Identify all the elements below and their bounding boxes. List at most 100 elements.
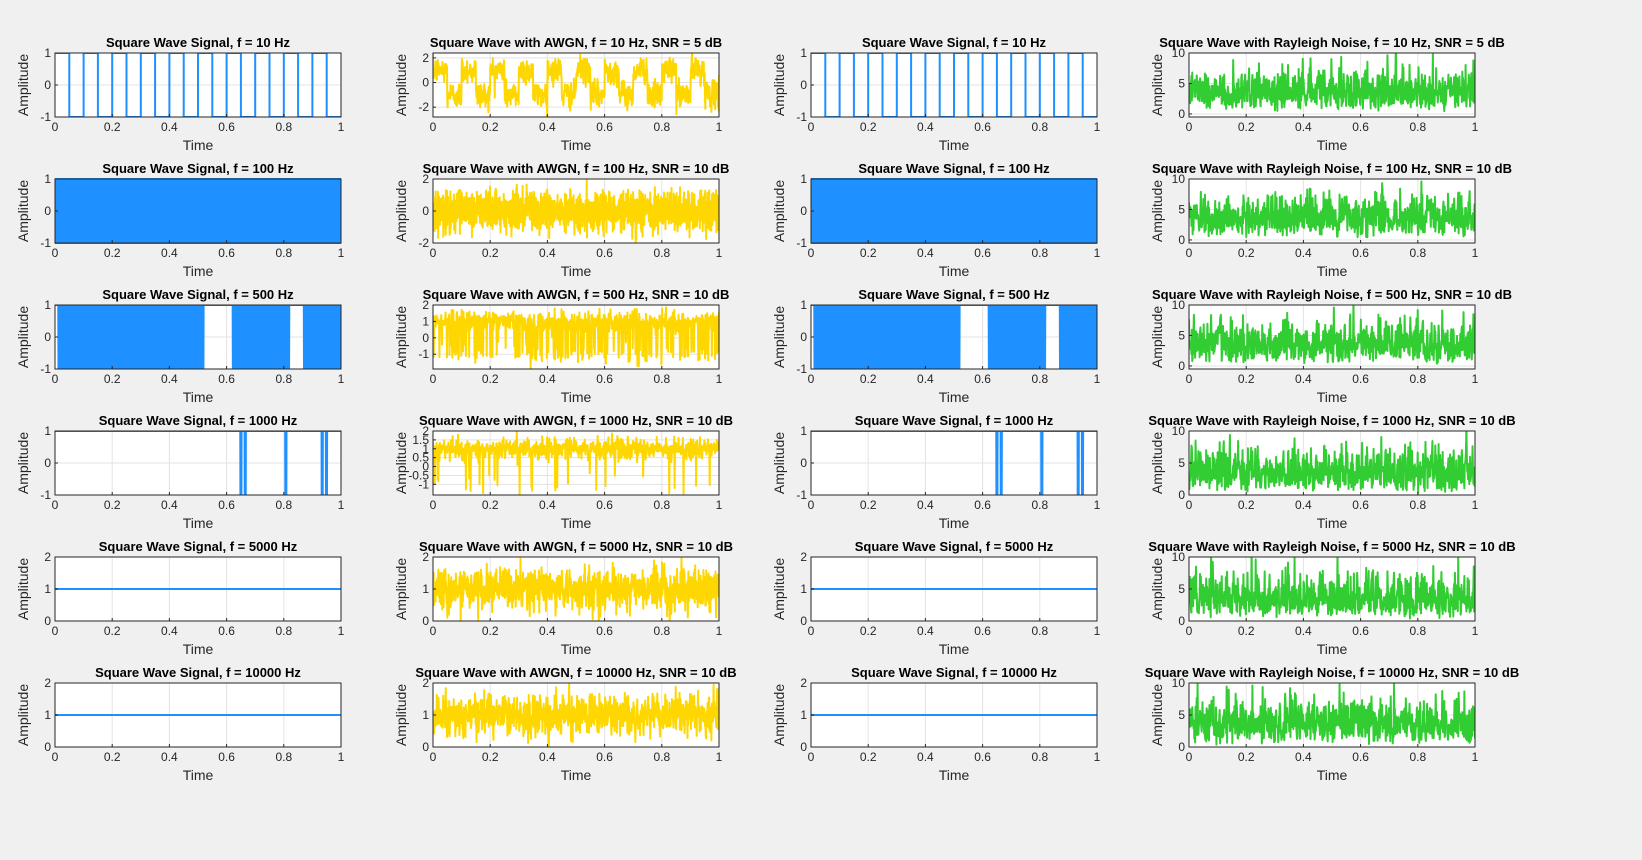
y-axis-label: Amplitude — [15, 558, 31, 620]
subplot-17: 0 0.2 0.4 0.6 0.8 1 0 1 2 Square Wave Signal, f =… — [15, 539, 345, 657]
x-tick-label: 1 — [1472, 246, 1479, 260]
y-tick-label: 2 — [422, 676, 429, 690]
x-tick-label: 1 — [1094, 120, 1101, 134]
x-tick-label: 0.4 — [1295, 120, 1312, 134]
x-tick-label: 1 — [1472, 624, 1479, 638]
x-tick-label: 0 — [808, 498, 815, 512]
x-tick-label: 0.2 — [860, 624, 877, 638]
x-tick-label: 0 — [808, 120, 815, 134]
x-tick-label: 0.4 — [917, 120, 934, 134]
x-tick-label: 1 — [1472, 372, 1479, 386]
x-tick-label: 0.6 — [218, 372, 235, 386]
x-axis-label: Time — [561, 515, 592, 531]
series-band — [55, 179, 341, 243]
x-tick-label: 0.2 — [104, 498, 121, 512]
x-tick-label: 0.8 — [1031, 624, 1048, 638]
x-axis-label: Time — [1317, 263, 1348, 279]
y-tick-label: 0 — [44, 456, 51, 470]
x-tick-label: 1 — [338, 624, 345, 638]
x-tick-label: 1 — [716, 246, 723, 260]
y-axis-label: Amplitude — [393, 54, 409, 116]
x-tick-label: 0.6 — [218, 624, 235, 638]
subplot-title: Square Wave Signal, f = 1000 Hz — [855, 413, 1054, 428]
x-tick-label: 0.4 — [1295, 624, 1312, 638]
x-tick-label: 0.2 — [860, 372, 877, 386]
x-tick-label: 0.2 — [860, 750, 877, 764]
subplot-title: Square Wave Signal, f = 500 Hz — [858, 287, 1050, 302]
x-tick-label: 0.2 — [104, 120, 121, 134]
y-tick-label: 2 — [800, 676, 807, 690]
x-tick-label: 0.2 — [104, 246, 121, 260]
y-tick-label: -1 — [796, 362, 807, 376]
x-tick-label: 0.4 — [917, 372, 934, 386]
series-line — [1189, 683, 1475, 746]
x-axis-label: Time — [183, 767, 214, 783]
y-tick-label: 0 — [800, 456, 807, 470]
x-tick-label: 0.2 — [482, 498, 499, 512]
y-tick-label: 1 — [422, 442, 429, 456]
x-tick-label: 1 — [716, 750, 723, 764]
x-tick-label: 0 — [52, 246, 59, 260]
x-axis-label: Time — [1317, 389, 1348, 405]
x-tick-label: 0.8 — [275, 372, 292, 386]
y-tick-label: 0 — [422, 204, 429, 218]
y-tick-label: 0 — [800, 740, 807, 754]
y-tick-label: -1 — [40, 362, 51, 376]
x-tick-label: 0.6 — [596, 372, 613, 386]
x-tick-label: 0.8 — [1031, 246, 1048, 260]
y-tick-label: 0 — [1178, 614, 1185, 628]
axes-box — [432, 304, 720, 370]
y-tick-label: 10 — [1172, 46, 1186, 60]
x-tick-label: 0 — [430, 372, 437, 386]
y-tick-label: 1 — [800, 424, 807, 438]
x-tick-label: 0.4 — [539, 750, 556, 764]
y-axis-label: Amplitude — [393, 558, 409, 620]
y-tick-label: 0 — [1178, 740, 1185, 754]
x-tick-label: 0.4 — [1295, 498, 1312, 512]
x-axis-label: Time — [939, 515, 970, 531]
x-tick-label: 0.6 — [974, 750, 991, 764]
series-line — [433, 557, 719, 621]
y-tick-label: 1 — [800, 708, 807, 722]
x-tick-label: 1 — [338, 372, 345, 386]
series-line — [1189, 557, 1475, 620]
subplot-title: Square Wave with Rayleigh Noise, f = 500… — [1152, 287, 1512, 302]
x-tick-label: 0.6 — [596, 624, 613, 638]
x-tick-label: 0.2 — [104, 372, 121, 386]
y-tick-label: -1 — [40, 110, 51, 124]
axes-box — [1188, 178, 1476, 244]
y-tick-label: 0 — [800, 78, 807, 92]
x-tick-label: 0.8 — [653, 120, 670, 134]
x-axis-label: Time — [939, 263, 970, 279]
y-tick-label: 2 — [422, 550, 429, 564]
series-line — [433, 683, 719, 747]
x-tick-label: 0.8 — [275, 498, 292, 512]
x-tick-label: 0.8 — [1031, 372, 1048, 386]
y-tick-label: 1 — [44, 46, 51, 60]
y-tick-label: 0.5 — [412, 451, 429, 465]
y-axis-label: Amplitude — [15, 684, 31, 746]
subplot-title: Square Wave with Rayleigh Noise, f = 100… — [1148, 413, 1515, 428]
y-tick-label: -1 — [796, 488, 807, 502]
y-tick-label: 5 — [1178, 582, 1185, 596]
y-axis-label: Amplitude — [393, 432, 409, 494]
x-tick-label: 0.2 — [860, 120, 877, 134]
y-axis-label: Amplitude — [393, 306, 409, 368]
y-axis-label: Amplitude — [771, 684, 787, 746]
y-tick-label: 2 — [44, 676, 51, 690]
series-band — [811, 179, 1097, 243]
y-tick-label: 0 — [422, 460, 429, 474]
x-tick-label: 0.4 — [1295, 246, 1312, 260]
y-axis-label: Amplitude — [1149, 684, 1165, 746]
x-tick-label: 0 — [430, 246, 437, 260]
y-axis-label: Amplitude — [1149, 432, 1165, 494]
x-tick-label: 0 — [1186, 624, 1193, 638]
x-axis-label: Time — [939, 767, 970, 783]
x-tick-label: 0.4 — [161, 372, 178, 386]
y-tick-label: 2 — [422, 172, 429, 186]
x-axis-label: Time — [1317, 137, 1348, 153]
subplot-title: Square Wave Signal, f = 100 Hz — [858, 161, 1050, 176]
x-tick-label: 0.6 — [596, 120, 613, 134]
